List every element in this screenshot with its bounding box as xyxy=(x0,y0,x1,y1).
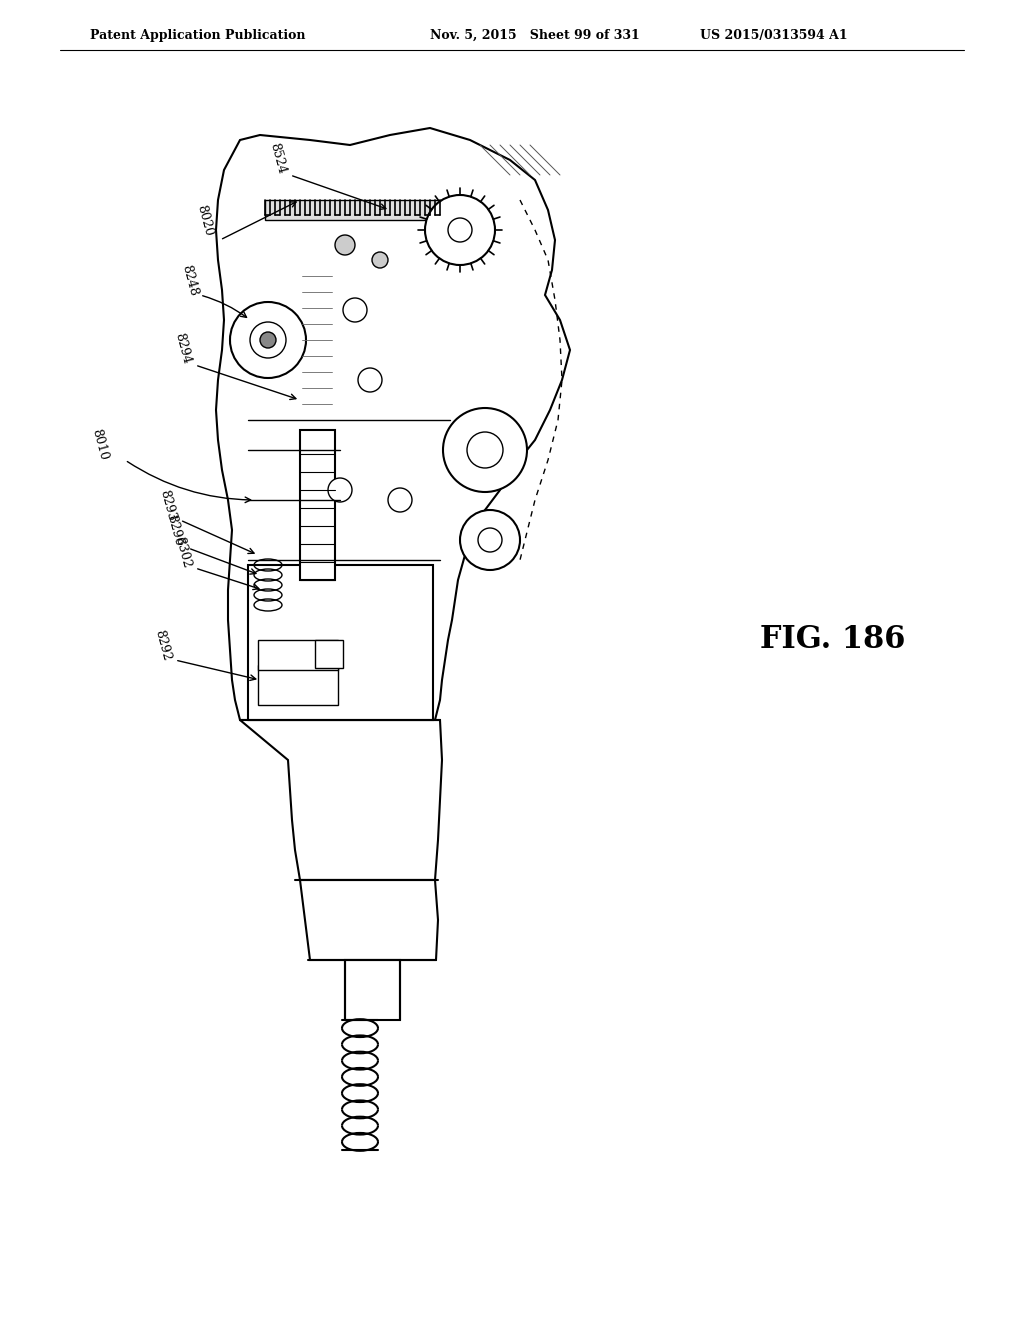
Circle shape xyxy=(230,302,306,378)
Text: Nov. 5, 2015   Sheet 99 of 331: Nov. 5, 2015 Sheet 99 of 331 xyxy=(430,29,640,41)
Circle shape xyxy=(328,478,352,502)
Circle shape xyxy=(358,368,382,392)
Text: 8248: 8248 xyxy=(179,263,201,297)
Circle shape xyxy=(372,252,388,268)
Circle shape xyxy=(478,528,502,552)
Circle shape xyxy=(449,218,472,242)
Bar xyxy=(345,960,400,1020)
Text: 8294: 8294 xyxy=(173,331,194,366)
Text: US 2015/0313594 A1: US 2015/0313594 A1 xyxy=(700,29,848,41)
PathPatch shape xyxy=(300,880,438,960)
PathPatch shape xyxy=(240,719,442,880)
Circle shape xyxy=(460,510,520,570)
Text: 8302: 8302 xyxy=(173,535,194,569)
Circle shape xyxy=(335,235,355,255)
Bar xyxy=(258,640,338,671)
Bar xyxy=(315,640,343,668)
PathPatch shape xyxy=(216,128,570,719)
Bar xyxy=(248,565,433,719)
Text: 8010: 8010 xyxy=(89,428,111,462)
Text: 8293: 8293 xyxy=(158,488,178,521)
Bar xyxy=(265,201,445,220)
Text: 8292: 8292 xyxy=(153,628,173,661)
Text: FIG. 186: FIG. 186 xyxy=(760,624,905,656)
Text: 8020: 8020 xyxy=(195,203,215,238)
Text: 8296: 8296 xyxy=(165,513,185,546)
Circle shape xyxy=(425,195,495,265)
Circle shape xyxy=(260,333,276,348)
Bar xyxy=(300,430,335,579)
Text: Patent Application Publication: Patent Application Publication xyxy=(90,29,305,41)
Circle shape xyxy=(467,432,503,469)
Circle shape xyxy=(388,488,412,512)
Circle shape xyxy=(443,408,527,492)
Circle shape xyxy=(343,298,367,322)
Bar xyxy=(258,665,338,705)
Text: 8524: 8524 xyxy=(267,141,289,176)
Circle shape xyxy=(250,322,286,358)
